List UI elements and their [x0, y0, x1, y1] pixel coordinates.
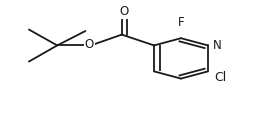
Text: N: N — [213, 39, 222, 52]
Text: Cl: Cl — [215, 71, 227, 84]
Text: O: O — [120, 5, 129, 18]
Text: O: O — [85, 38, 94, 51]
Text: F: F — [178, 16, 184, 29]
